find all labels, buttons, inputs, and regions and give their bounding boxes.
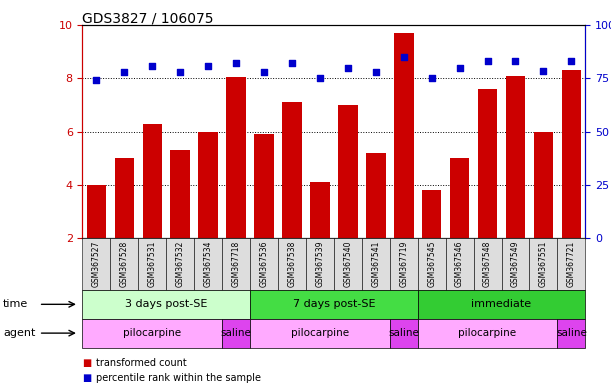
Text: saline: saline [221, 328, 252, 338]
Text: GSM367549: GSM367549 [511, 241, 520, 287]
Point [566, 58, 576, 64]
Bar [142, 124, 162, 238]
Point [511, 58, 521, 64]
Bar [506, 76, 525, 238]
Bar [254, 134, 274, 238]
Point [175, 69, 185, 75]
Bar [450, 158, 469, 238]
Text: transformed count: transformed count [96, 358, 187, 368]
Point [147, 63, 157, 69]
Text: GSM367546: GSM367546 [455, 241, 464, 287]
Text: immediate: immediate [472, 299, 532, 310]
Text: GSM367531: GSM367531 [148, 241, 157, 287]
Text: GSM367528: GSM367528 [120, 241, 129, 287]
Point [427, 75, 437, 81]
Point [483, 58, 492, 64]
Text: ■: ■ [82, 373, 92, 383]
Text: saline: saline [389, 328, 419, 338]
Bar [478, 89, 497, 238]
Point [343, 65, 353, 71]
Bar [562, 70, 581, 238]
Text: GSM367541: GSM367541 [371, 241, 380, 287]
Text: GSM367534: GSM367534 [203, 241, 213, 287]
Point [538, 68, 548, 74]
Point [203, 63, 213, 70]
Bar [282, 102, 302, 238]
Text: time: time [3, 299, 28, 310]
Text: GSM367551: GSM367551 [539, 241, 548, 287]
Text: GSM367548: GSM367548 [483, 241, 492, 287]
Point [120, 68, 130, 74]
Text: ■: ■ [82, 358, 92, 368]
Text: pilocarpine: pilocarpine [123, 328, 181, 338]
Point [287, 60, 297, 66]
Point [455, 65, 464, 71]
Text: GSM367536: GSM367536 [260, 241, 269, 287]
Bar [533, 131, 553, 238]
Point [315, 75, 325, 81]
Point [92, 76, 101, 83]
Text: GSM367540: GSM367540 [343, 241, 353, 287]
Bar [422, 190, 442, 238]
Bar [310, 182, 330, 238]
Text: GSM367539: GSM367539 [315, 241, 324, 287]
Bar [394, 33, 414, 238]
Bar [338, 105, 357, 238]
Text: saline: saline [556, 328, 587, 338]
Bar [199, 131, 218, 238]
Point [231, 60, 241, 66]
Text: GSM367545: GSM367545 [427, 241, 436, 287]
Text: GDS3827 / 106075: GDS3827 / 106075 [82, 12, 214, 25]
Text: pilocarpine: pilocarpine [291, 328, 349, 338]
Text: 7 days post-SE: 7 days post-SE [293, 299, 375, 310]
Bar [170, 150, 190, 238]
Bar [115, 158, 134, 238]
Text: GSM367719: GSM367719 [399, 241, 408, 287]
Text: GSM367718: GSM367718 [232, 241, 241, 287]
Bar [366, 153, 386, 238]
Text: agent: agent [3, 328, 35, 338]
Point [399, 54, 409, 60]
Bar [87, 185, 106, 238]
Text: GSM367532: GSM367532 [176, 241, 185, 287]
Text: GSM367527: GSM367527 [92, 241, 101, 287]
Text: 3 days post-SE: 3 days post-SE [125, 299, 208, 310]
Point [259, 68, 269, 74]
Text: GSM367538: GSM367538 [288, 241, 296, 287]
Bar [226, 77, 246, 238]
Text: percentile rank within the sample: percentile rank within the sample [96, 373, 261, 383]
Point [371, 69, 381, 75]
Text: pilocarpine: pilocarpine [458, 328, 517, 338]
Text: GSM367721: GSM367721 [567, 241, 576, 287]
